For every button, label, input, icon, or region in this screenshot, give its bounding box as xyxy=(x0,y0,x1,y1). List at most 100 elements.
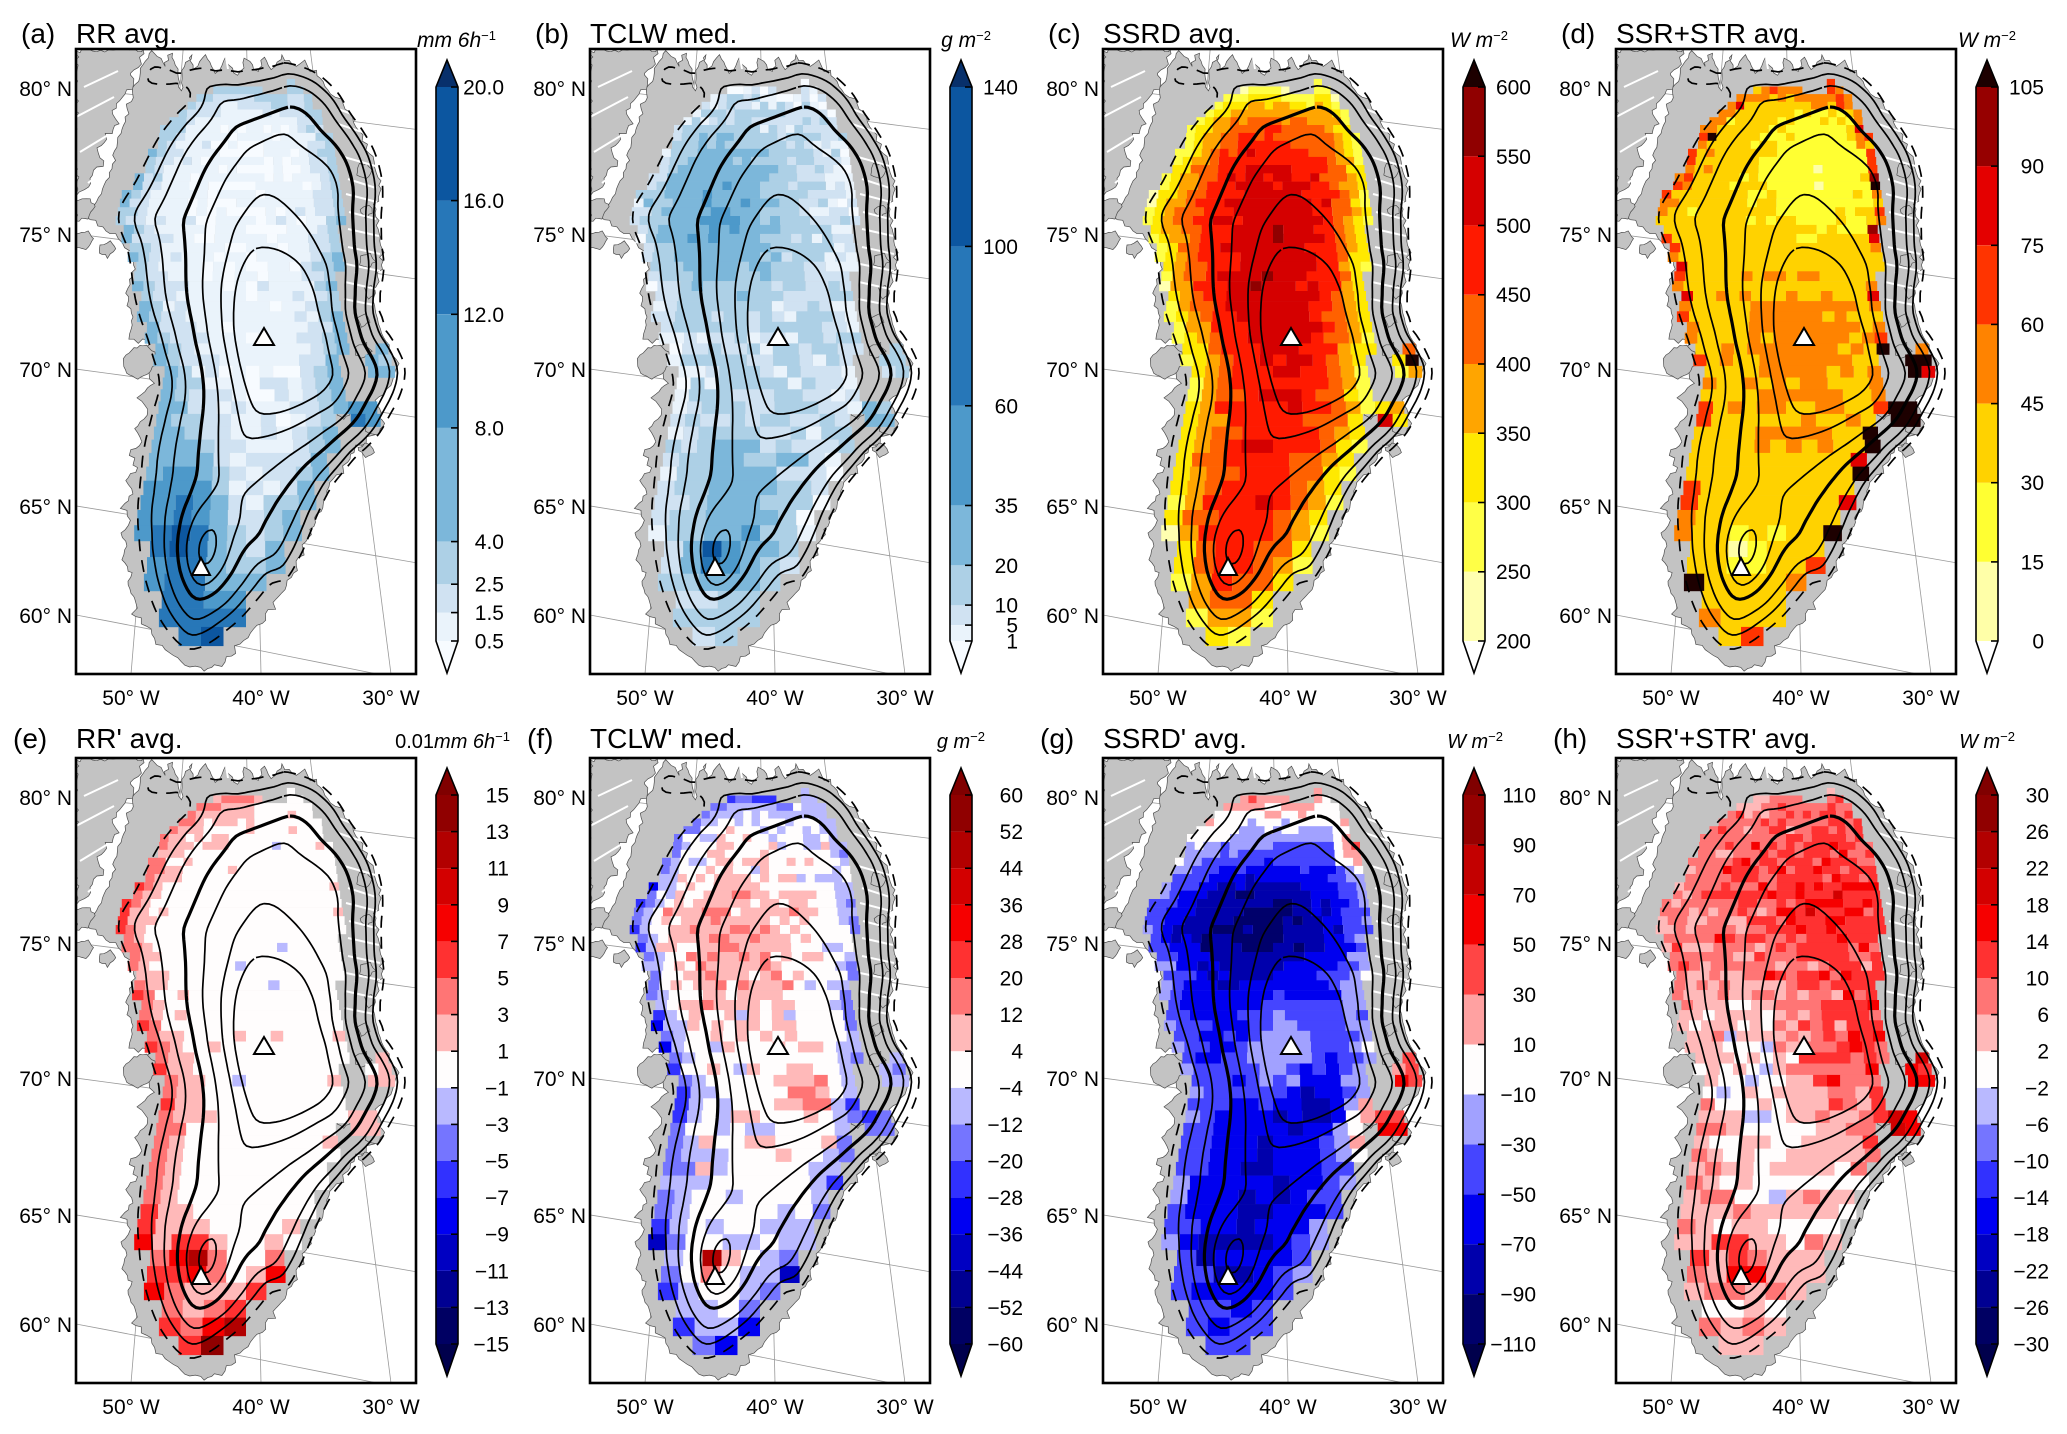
svg-text:TCLW med.: TCLW med. xyxy=(590,18,737,49)
svg-text:20.0: 20.0 xyxy=(463,77,504,100)
svg-text:200: 200 xyxy=(1496,631,1531,654)
svg-text:W m−2: W m−2 xyxy=(1958,28,2016,52)
svg-text:110: 110 xyxy=(1503,785,1536,808)
svg-text:−13: −13 xyxy=(473,1297,509,1320)
svg-text:450: 450 xyxy=(1496,284,1531,307)
svg-text:18: 18 xyxy=(2026,894,2049,917)
svg-text:52: 52 xyxy=(1000,821,1023,844)
svg-text:−2: −2 xyxy=(2025,1077,2049,1100)
svg-text:16.0: 16.0 xyxy=(463,190,504,213)
svg-text:600: 600 xyxy=(1496,77,1531,100)
svg-text:140: 140 xyxy=(983,77,1018,100)
svg-text:−50: −50 xyxy=(1500,1184,1536,1207)
svg-text:−30: −30 xyxy=(2013,1334,2049,1357)
svg-text:(d): (d) xyxy=(1561,18,1595,49)
svg-text:(c): (c) xyxy=(1048,18,1081,49)
svg-text:20: 20 xyxy=(995,555,1018,578)
svg-text:70: 70 xyxy=(1513,884,1536,907)
svg-text:22: 22 xyxy=(2026,858,2049,881)
svg-text:−10: −10 xyxy=(2013,1151,2049,1174)
svg-text:−70: −70 xyxy=(1500,1234,1536,1257)
svg-text:8.0: 8.0 xyxy=(475,417,504,440)
svg-text:100: 100 xyxy=(983,236,1018,259)
svg-text:−22: −22 xyxy=(2013,1260,2049,1283)
svg-text:105: 105 xyxy=(2009,77,2044,100)
svg-text:3: 3 xyxy=(497,1004,509,1027)
svg-text:14: 14 xyxy=(2026,931,2050,954)
svg-text:g m−2: g m−2 xyxy=(937,729,985,753)
svg-text:13: 13 xyxy=(486,821,509,844)
svg-text:9: 9 xyxy=(497,894,509,917)
svg-text:mm 6h−1: mm 6h−1 xyxy=(417,28,496,52)
svg-text:−3: −3 xyxy=(485,1114,509,1137)
svg-text:RR avg.: RR avg. xyxy=(76,18,177,49)
svg-text:15: 15 xyxy=(2021,551,2044,574)
svg-text:90: 90 xyxy=(1513,834,1536,857)
svg-text:350: 350 xyxy=(1496,423,1531,446)
svg-text:−15: −15 xyxy=(473,1334,509,1357)
svg-text:7: 7 xyxy=(497,931,509,954)
svg-text:4.0: 4.0 xyxy=(475,531,504,554)
svg-text:W m−2: W m−2 xyxy=(1959,729,2015,753)
svg-text:−18: −18 xyxy=(2013,1224,2049,1247)
svg-text:2.5: 2.5 xyxy=(475,574,504,597)
svg-text:−6: −6 xyxy=(2025,1114,2049,1137)
svg-text:0: 0 xyxy=(2032,631,2044,654)
svg-text:11: 11 xyxy=(487,858,509,881)
svg-text:−9: −9 xyxy=(485,1224,509,1247)
svg-text:W m−2: W m−2 xyxy=(1447,729,1503,753)
svg-text:TCLW' med.: TCLW' med. xyxy=(590,723,743,754)
svg-text:−30: −30 xyxy=(1500,1134,1536,1157)
svg-text:300: 300 xyxy=(1496,492,1531,515)
svg-text:1.5: 1.5 xyxy=(475,602,504,625)
svg-text:90: 90 xyxy=(2021,156,2044,179)
svg-text:−1: −1 xyxy=(485,1077,509,1100)
svg-text:35: 35 xyxy=(995,495,1018,518)
svg-text:12.0: 12.0 xyxy=(463,304,504,327)
svg-text:(e): (e) xyxy=(13,723,47,754)
svg-text:−10: −10 xyxy=(1500,1084,1536,1107)
svg-text:12: 12 xyxy=(1000,1004,1023,1027)
svg-text:−20: −20 xyxy=(987,1151,1023,1174)
svg-text:400: 400 xyxy=(1496,354,1531,377)
svg-text:−60: −60 xyxy=(987,1334,1023,1357)
svg-text:SSRD avg.: SSRD avg. xyxy=(1103,18,1242,49)
svg-text:−110: −110 xyxy=(1490,1334,1536,1357)
svg-text:SSR'+STR' avg.: SSR'+STR' avg. xyxy=(1616,723,1817,754)
svg-text:RR' avg.: RR' avg. xyxy=(76,723,183,754)
svg-text:(g): (g) xyxy=(1040,723,1074,754)
svg-text:−28: −28 xyxy=(987,1187,1023,1210)
svg-text:60: 60 xyxy=(2021,314,2044,337)
svg-text:(a): (a) xyxy=(21,18,55,49)
svg-text:SSRD' avg.: SSRD' avg. xyxy=(1103,723,1247,754)
svg-text:45: 45 xyxy=(2021,393,2044,416)
svg-text:−90: −90 xyxy=(1500,1284,1536,1307)
svg-text:0.01mm 6h−1: 0.01mm 6h−1 xyxy=(395,729,510,753)
svg-text:−11: −11 xyxy=(475,1260,509,1283)
svg-text:SSR+STR avg.: SSR+STR avg. xyxy=(1616,18,1807,49)
svg-text:50: 50 xyxy=(1513,934,1536,957)
svg-text:(f): (f) xyxy=(527,723,553,754)
svg-text:36: 36 xyxy=(1000,894,1023,917)
svg-text:2: 2 xyxy=(2037,1041,2049,1064)
svg-text:−5: −5 xyxy=(485,1151,509,1174)
svg-text:−44: −44 xyxy=(987,1260,1023,1283)
svg-text:60: 60 xyxy=(995,395,1018,418)
svg-text:28: 28 xyxy=(1000,931,1023,954)
svg-text:(h): (h) xyxy=(1553,723,1587,754)
svg-text:−26: −26 xyxy=(2013,1297,2049,1320)
svg-text:15: 15 xyxy=(486,785,509,808)
svg-text:500: 500 xyxy=(1496,215,1531,238)
svg-text:(b): (b) xyxy=(535,18,569,49)
svg-text:−52: −52 xyxy=(987,1297,1023,1320)
svg-text:75: 75 xyxy=(2021,235,2044,258)
svg-text:60: 60 xyxy=(1000,785,1023,808)
svg-text:30: 30 xyxy=(2021,472,2044,495)
svg-text:1: 1 xyxy=(1006,631,1018,654)
svg-text:30: 30 xyxy=(2026,785,2049,808)
svg-text:0.5: 0.5 xyxy=(475,631,504,654)
svg-text:W m−2: W m−2 xyxy=(1450,28,1508,52)
svg-text:−7: −7 xyxy=(485,1187,509,1210)
svg-text:−14: −14 xyxy=(2013,1187,2049,1210)
svg-text:10: 10 xyxy=(2026,968,2049,991)
